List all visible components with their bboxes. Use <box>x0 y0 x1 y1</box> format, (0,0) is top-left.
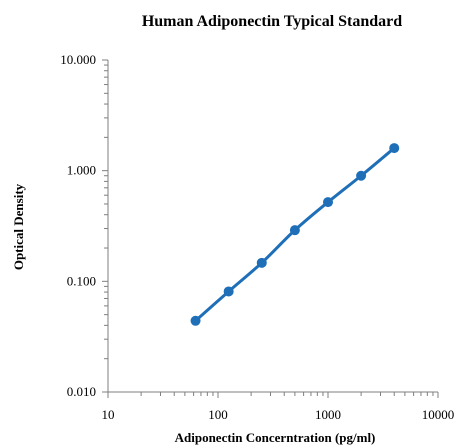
x-tick-label: 100 <box>208 407 228 422</box>
y-tick-label: 10.000 <box>60 52 96 67</box>
data-point <box>223 286 234 297</box>
data-point <box>389 143 400 154</box>
data-point <box>323 197 333 208</box>
x-axis-label: Adiponectin Concerntration (pg/ml) <box>175 430 376 445</box>
x-tick-label: 1000 <box>315 407 341 422</box>
x-tick-label: 10000 <box>422 407 455 422</box>
data-point <box>190 315 201 326</box>
data-point <box>256 257 267 268</box>
chart-title: Human Adiponectin Typical Standard <box>142 13 402 30</box>
tick-marks <box>102 59 439 398</box>
data-series <box>190 143 400 326</box>
tick-labels: 10 100 1000 10000 0.010 0.100 1.000 10.000 <box>60 52 454 422</box>
x-tick-label: 10 <box>102 407 115 422</box>
y-tick-label: 0.010 <box>67 384 96 399</box>
data-point <box>289 225 300 236</box>
y-axis-label: Optical Density <box>11 183 26 270</box>
y-tick-label: 0.100 <box>67 273 96 288</box>
y-tick-label: 1.000 <box>67 163 96 178</box>
data-point <box>356 170 367 181</box>
axes <box>107 60 438 393</box>
